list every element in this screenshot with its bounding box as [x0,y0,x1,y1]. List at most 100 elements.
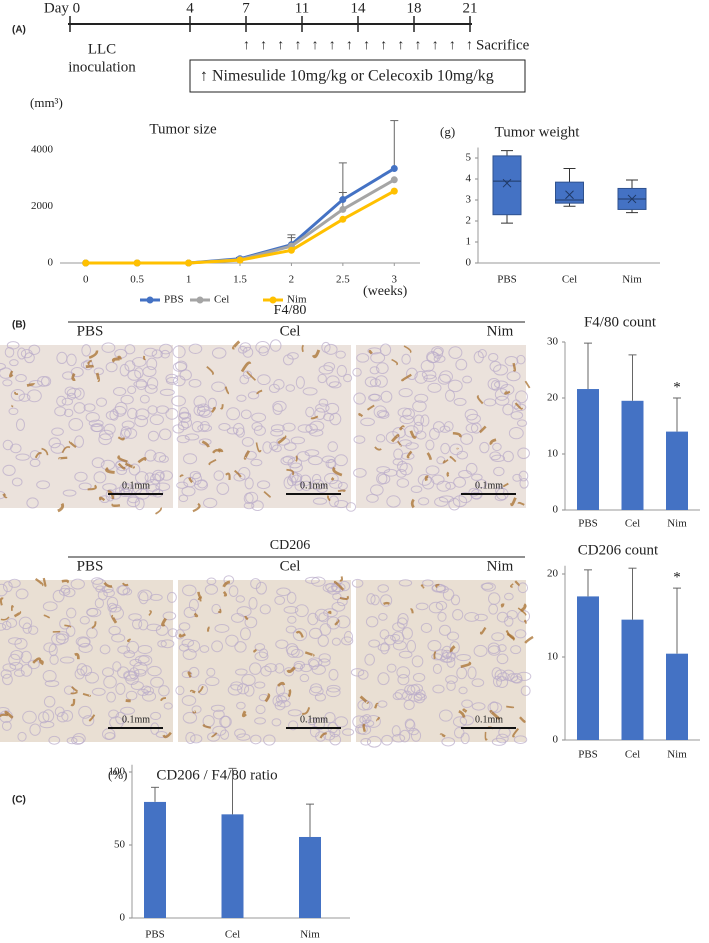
stain [368,349,373,355]
scale-bar-label: 0.1mm [300,714,328,725]
nucleus [82,715,95,727]
nucleus [326,684,341,693]
nucleus [233,472,246,482]
nucleus [343,630,353,643]
nucleus [240,409,252,420]
nucleus [392,692,403,701]
error-bar [228,767,237,815]
nucleus [56,351,68,365]
stain [14,391,19,395]
nucleus [158,685,170,697]
nucleus [370,484,384,496]
y-tick-label: 10 [547,651,559,663]
nucleus [51,427,64,436]
nucleus [343,373,353,383]
stain [253,648,258,653]
error-bar [151,786,159,802]
nucleus [163,702,173,710]
nucleus [367,347,382,355]
stain [2,493,8,499]
nucleus [206,667,216,677]
nucleus [487,701,503,714]
nucleus [269,441,279,451]
nucleus [383,468,398,477]
nucleus [98,429,114,441]
nucleus [464,408,478,421]
significance-mark: * [673,570,681,586]
nucleus [158,428,172,441]
nucleus [377,584,389,593]
nucleus [74,387,85,400]
nucleus [369,378,382,388]
stain [71,372,76,382]
nucleus [117,666,130,679]
nucleus [295,376,305,389]
stain [277,681,286,687]
stain [462,708,468,713]
nucleus [379,343,392,357]
nucleus [285,384,296,392]
error-bar [584,569,592,597]
stain [224,386,230,395]
nucleus [335,350,346,359]
nucleus [20,650,32,664]
mean-marker [627,194,637,204]
nucleus [10,649,24,661]
nucleus [336,364,348,377]
nucleus [374,375,388,388]
stain [68,440,77,448]
stain [366,404,375,411]
nucleus [401,353,411,365]
nucleus [361,719,375,728]
stain [10,605,15,611]
stain [479,425,487,434]
nucleus [355,724,368,735]
x-tick-label: Nim [622,274,642,286]
nucleus [144,472,155,483]
nucleus [377,672,390,686]
stain [334,619,340,626]
nucleus [324,343,338,355]
nucleus [54,406,67,417]
nucleus [177,420,189,431]
nucleus [147,430,160,442]
y-tick-label: 3 [466,194,472,206]
nucleus [445,675,458,684]
nucleus [438,709,453,722]
legend-swatch [196,296,204,304]
nucleus [377,473,391,485]
nucleus [403,699,415,711]
stain [517,501,525,506]
nucleus [513,735,528,744]
nucleus [429,427,440,440]
scale-bar-label: 0.1mm [475,714,503,725]
nucleus [77,637,91,648]
x-tick-label: 2.5 [336,274,350,286]
nucleus [149,473,162,485]
nucleus [218,423,231,431]
nucleus [182,711,198,724]
nucleus [421,476,435,490]
y-tick-label: 30 [547,336,559,348]
stain [57,502,65,513]
nucleus [158,455,169,463]
stain [4,710,14,719]
stain [105,466,115,474]
nucleus [150,676,164,688]
nucleus [172,375,186,387]
nucleus [396,666,411,679]
stain [374,446,382,451]
nucleus [91,457,105,469]
chart-title: Tumor size [149,121,217,137]
stain [277,435,287,445]
stain [127,638,132,643]
nucleus [236,606,252,617]
nucleus [133,380,148,388]
nucleus [205,676,220,686]
stain [58,456,68,460]
nucleus [219,729,230,740]
nucleus [74,435,84,448]
nucleus [244,616,258,629]
nucleus [248,596,258,610]
nucleus [406,367,418,381]
